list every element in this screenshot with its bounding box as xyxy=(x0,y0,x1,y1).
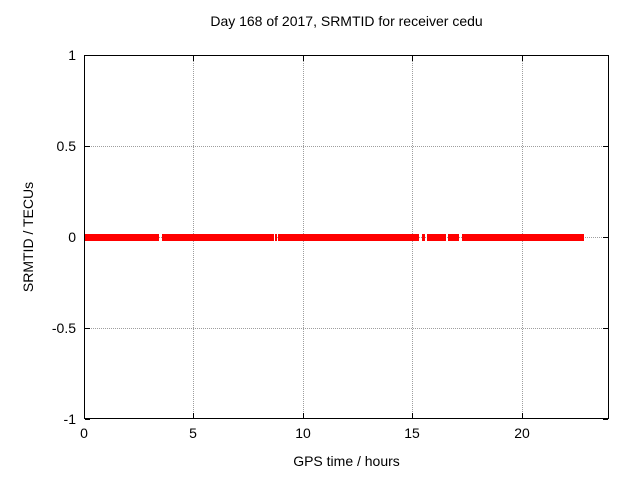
x-tick-bottom xyxy=(303,413,304,418)
srmtid-data-segment xyxy=(448,234,459,241)
y-gridline xyxy=(85,146,608,147)
x-tick-top xyxy=(522,56,523,61)
srmtid-data-segment xyxy=(427,234,446,241)
plot-area xyxy=(84,55,609,419)
x-axis-label: GPS time / hours xyxy=(293,453,400,469)
y-tick-label: -0.5 xyxy=(51,320,76,336)
x-tick-top xyxy=(412,56,413,61)
x-tick-top xyxy=(303,56,304,61)
x-tick-top xyxy=(84,56,85,61)
y-tick-label: -1 xyxy=(63,411,76,427)
y-tick-right xyxy=(603,237,608,238)
y-tick-left xyxy=(85,419,90,420)
y-tick-right xyxy=(603,55,608,56)
x-tick-label: 20 xyxy=(514,425,530,441)
x-tick-top xyxy=(193,56,194,61)
x-tick-label: 5 xyxy=(189,425,197,441)
y-tick-right xyxy=(603,328,608,329)
srmtid-data-segment xyxy=(462,234,584,241)
y-tick-right xyxy=(603,419,608,420)
srmtid-data-segment xyxy=(275,234,277,241)
srmtid-data-segment xyxy=(422,234,425,241)
srmtid-data-segment xyxy=(85,234,159,241)
y-tick-label: 0.5 xyxy=(56,138,76,154)
y-tick-left xyxy=(85,146,90,147)
srmtid-data-segment xyxy=(162,234,274,241)
chart-title: Day 168 of 2017, SRMTID for receiver ced… xyxy=(210,13,483,29)
y-tick-label: 1 xyxy=(68,47,76,63)
x-tick-label: 15 xyxy=(404,425,420,441)
y-tick-right xyxy=(603,146,608,147)
x-tick-bottom xyxy=(84,413,85,418)
x-tick-bottom xyxy=(522,413,523,418)
srmtid-data-segment xyxy=(278,234,419,241)
x-tick-label: 10 xyxy=(295,425,311,441)
x-tick-bottom xyxy=(193,413,194,418)
y-tick-left xyxy=(85,55,90,56)
x-tick-label: 0 xyxy=(80,425,88,441)
y-tick-label: 0 xyxy=(68,229,76,245)
y-gridline xyxy=(85,328,608,329)
y-tick-left xyxy=(85,328,90,329)
x-tick-bottom xyxy=(412,413,413,418)
